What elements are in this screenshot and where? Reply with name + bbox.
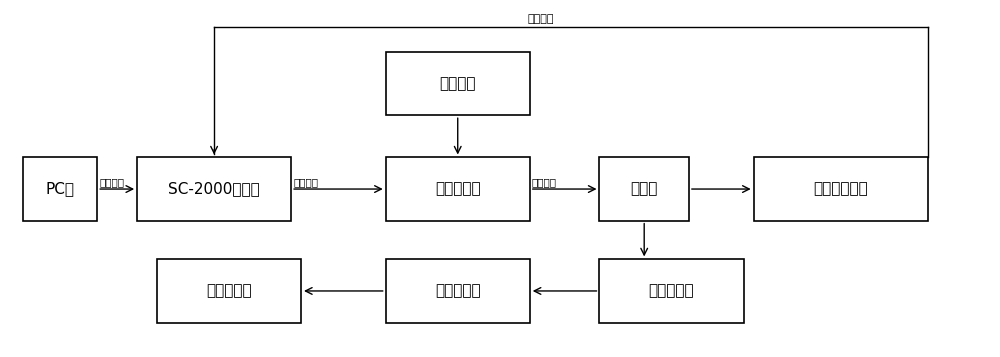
Bar [386,52,530,115]
Bar [23,157,97,221]
Bar [599,259,744,323]
Text: 振动传感器: 振动传感器 [649,283,694,298]
Text: 驱动信号: 驱动信号 [293,177,318,187]
Text: 数字繁用表: 数字繁用表 [206,283,252,298]
Text: 控制信号: 控制信号 [99,177,124,187]
Bar [599,157,689,221]
Bar [137,157,291,221]
Bar [386,157,530,221]
Text: SC-2000控制器: SC-2000控制器 [168,182,260,197]
Text: 振动台: 振动台 [631,182,658,197]
Bar [386,259,530,323]
Text: PC机: PC机 [45,182,74,197]
Bar [754,157,928,221]
Bar [157,259,301,323]
Text: 励磁电源: 励磁电源 [439,76,476,91]
Text: 反馈信号: 反馈信号 [528,14,554,24]
Text: 振动测量仪: 振动测量仪 [435,283,481,298]
Text: 电压信号: 电压信号 [532,177,557,187]
Text: 压电加速度计: 压电加速度计 [813,182,868,197]
Text: 功率放大器: 功率放大器 [435,182,481,197]
